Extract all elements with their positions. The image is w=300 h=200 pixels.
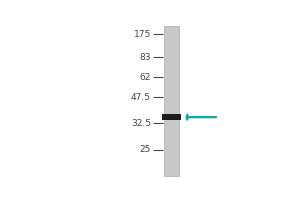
Text: 83: 83 [140,53,151,62]
Text: 47.5: 47.5 [131,93,151,102]
Text: 62: 62 [140,73,151,82]
Text: 25: 25 [140,145,151,154]
Text: 32.5: 32.5 [131,119,151,128]
Bar [162,114,181,120]
Text: 175: 175 [134,30,151,39]
Bar [164,26,179,176]
